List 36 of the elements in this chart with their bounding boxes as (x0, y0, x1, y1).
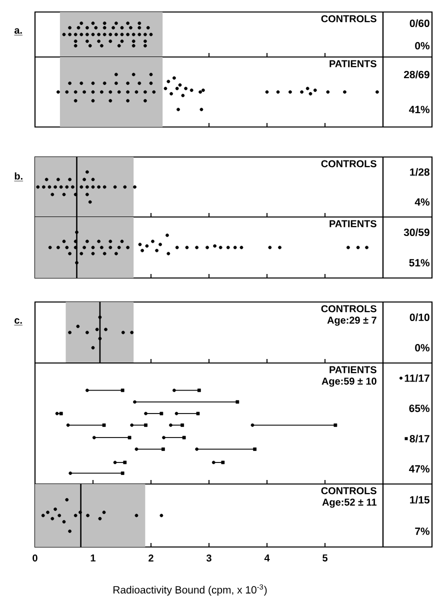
x-tick-label: 3 (206, 554, 212, 562)
chart-title: c. (14, 318, 22, 324)
text: CONTROLS (321, 305, 376, 312)
text: CONTROLS (321, 160, 376, 168)
legend-label: 11/17 (404, 374, 430, 382)
x-tick-label: 5 (322, 554, 328, 562)
text: CONTROLS (321, 487, 376, 494)
text: 4% (414, 198, 430, 206)
text: 65% (409, 404, 430, 412)
text: 41% (409, 106, 430, 114)
legend-label: 8/17 (410, 434, 430, 443)
x-tick-label: 0 (32, 554, 38, 562)
text: PATIENTS (330, 220, 376, 228)
annotation: Age:29 ± 7 (327, 316, 376, 326)
text: PATIENTS (330, 366, 376, 374)
text: Age:59 ± 10 (322, 378, 376, 387)
text: 28/69 (404, 70, 430, 78)
text: 1/15 (410, 496, 430, 504)
text: 51% (409, 259, 430, 266)
text: CONTROLS (321, 15, 376, 22)
x-axis-title: Radioactivity Bound (cpm, x 10$^{-3}$) (114, 584, 267, 596)
chart-title: b. (14, 172, 22, 180)
text: 47% (409, 465, 430, 473)
text: 0/60 (410, 19, 430, 28)
text: 0% (415, 42, 430, 50)
text: 30/59 (404, 228, 430, 236)
text: PATIENTS (330, 60, 376, 68)
chart-title: a. (14, 28, 22, 34)
text: 0/10 (410, 313, 430, 322)
x-tick-label: 2 (148, 554, 154, 562)
annotation: Age:52 ± 11 (322, 498, 377, 508)
x-tick-label: 1 (90, 554, 96, 562)
text: 0% (415, 344, 430, 352)
text: 7% (415, 528, 430, 535)
x-tick-label: 4 (264, 554, 270, 562)
text: 1/28 (410, 168, 430, 176)
